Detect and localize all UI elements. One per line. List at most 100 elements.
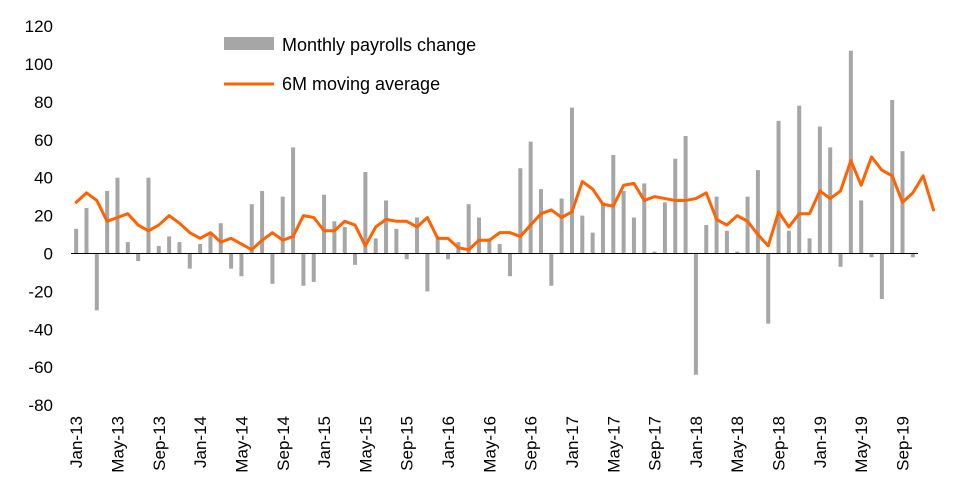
bar: [797, 105, 802, 254]
x-tick-label: Jan-14: [191, 416, 210, 468]
x-tick-label: Sep-13: [150, 416, 169, 471]
x-tick-label: May-13: [108, 416, 127, 473]
bar: [745, 196, 750, 254]
bar: [600, 202, 605, 254]
bar: [848, 50, 853, 254]
bar: [415, 217, 420, 254]
y-tick-label: -20: [28, 282, 53, 301]
bar: [373, 238, 378, 254]
x-tick-label: Sep-17: [646, 416, 665, 471]
y-tick-label: 100: [25, 55, 53, 74]
x-tick-label: May-15: [356, 416, 375, 473]
y-tick-label: -60: [28, 358, 53, 377]
y-axis: 120 100 80 60 40 20 0 -20 -40 -60 -80: [25, 17, 53, 415]
bar: [828, 147, 833, 254]
bar: [280, 196, 285, 254]
bar: [580, 215, 585, 254]
bar: [249, 204, 254, 254]
bar: [177, 242, 182, 254]
bar: [94, 253, 99, 311]
x-tick-label: Sep-16: [522, 416, 541, 471]
legend: Monthly payrolls change 6M moving averag…: [224, 35, 476, 94]
bar: [735, 251, 740, 254]
x-tick-label: May-14: [232, 416, 251, 473]
x-tick-label: Jan-18: [687, 416, 706, 468]
bar: [332, 221, 337, 254]
bar: [859, 200, 864, 254]
bar: [910, 253, 915, 258]
line-series-moving-average: [74, 155, 935, 252]
bar: [559, 198, 564, 254]
bar: [652, 251, 657, 254]
bar: [384, 200, 389, 254]
legend-label-line: 6M moving average: [282, 74, 440, 94]
bar: [869, 253, 874, 258]
y-tick-label: 40: [34, 169, 53, 188]
y-tick-label: 20: [34, 207, 53, 226]
bar: [569, 107, 574, 254]
bar: [198, 244, 203, 254]
bar: [115, 177, 120, 254]
x-tick-label: May-18: [728, 416, 747, 473]
bar: [167, 236, 172, 254]
bar: [621, 190, 626, 254]
bar: [755, 170, 760, 254]
bar: [404, 253, 409, 260]
bar: [776, 120, 781, 254]
bar: [693, 253, 698, 375]
legend-label-bars: Monthly payrolls change: [282, 35, 476, 55]
bar: [446, 253, 451, 260]
bar: [466, 204, 471, 254]
bar: [270, 253, 275, 284]
bar: [538, 189, 543, 254]
bar-series-payrolls: [74, 50, 915, 375]
y-tick-label: -40: [28, 320, 53, 339]
bar: [786, 230, 791, 254]
bar: [477, 217, 482, 254]
bar: [435, 236, 440, 254]
moving-average-line: [74, 155, 935, 252]
bar: [239, 253, 244, 277]
bar: [394, 228, 399, 254]
bar: [260, 190, 265, 254]
bar: [518, 168, 523, 254]
bar: [229, 253, 234, 269]
bar: [125, 242, 130, 254]
bar: [187, 253, 192, 269]
bar: [353, 253, 358, 265]
bar: [156, 245, 161, 254]
bar: [208, 234, 213, 254]
bar: [724, 230, 729, 254]
bar: [683, 136, 688, 254]
bar: [487, 240, 492, 254]
x-tick-label: Jan-13: [67, 416, 86, 468]
bar: [507, 253, 512, 277]
bar: [807, 238, 812, 254]
x-tick-label: Jan-19: [811, 416, 830, 468]
x-tick-label: Jan-15: [315, 416, 334, 468]
bar: [301, 253, 306, 286]
bar: [528, 141, 533, 254]
bar: [311, 253, 316, 282]
x-axis: Jan-13 May-13 Sep-13 Jan-14 May-14 Sep-14 Jan-…: [67, 253, 918, 473]
bar: [218, 223, 223, 254]
x-tick-label: May-17: [604, 416, 623, 473]
bar: [879, 253, 884, 299]
y-tick-label: 0: [44, 245, 53, 264]
x-tick-label: Sep-15: [398, 416, 417, 471]
bar: [342, 226, 347, 254]
bar: [631, 217, 636, 254]
x-tick-label: Sep-18: [770, 416, 789, 471]
y-tick-label: -80: [28, 396, 53, 415]
bar: [642, 183, 647, 254]
legend-swatch-bars: [224, 37, 274, 50]
bar: [74, 228, 79, 254]
x-tick-label: Sep-14: [274, 416, 293, 471]
bar: [549, 253, 554, 286]
bar: [590, 232, 595, 254]
x-tick-label: Jan-16: [439, 416, 458, 468]
x-tick-label: Jan-17: [563, 416, 582, 468]
x-tick-label: Sep-19: [894, 416, 913, 471]
bar: [766, 253, 771, 324]
